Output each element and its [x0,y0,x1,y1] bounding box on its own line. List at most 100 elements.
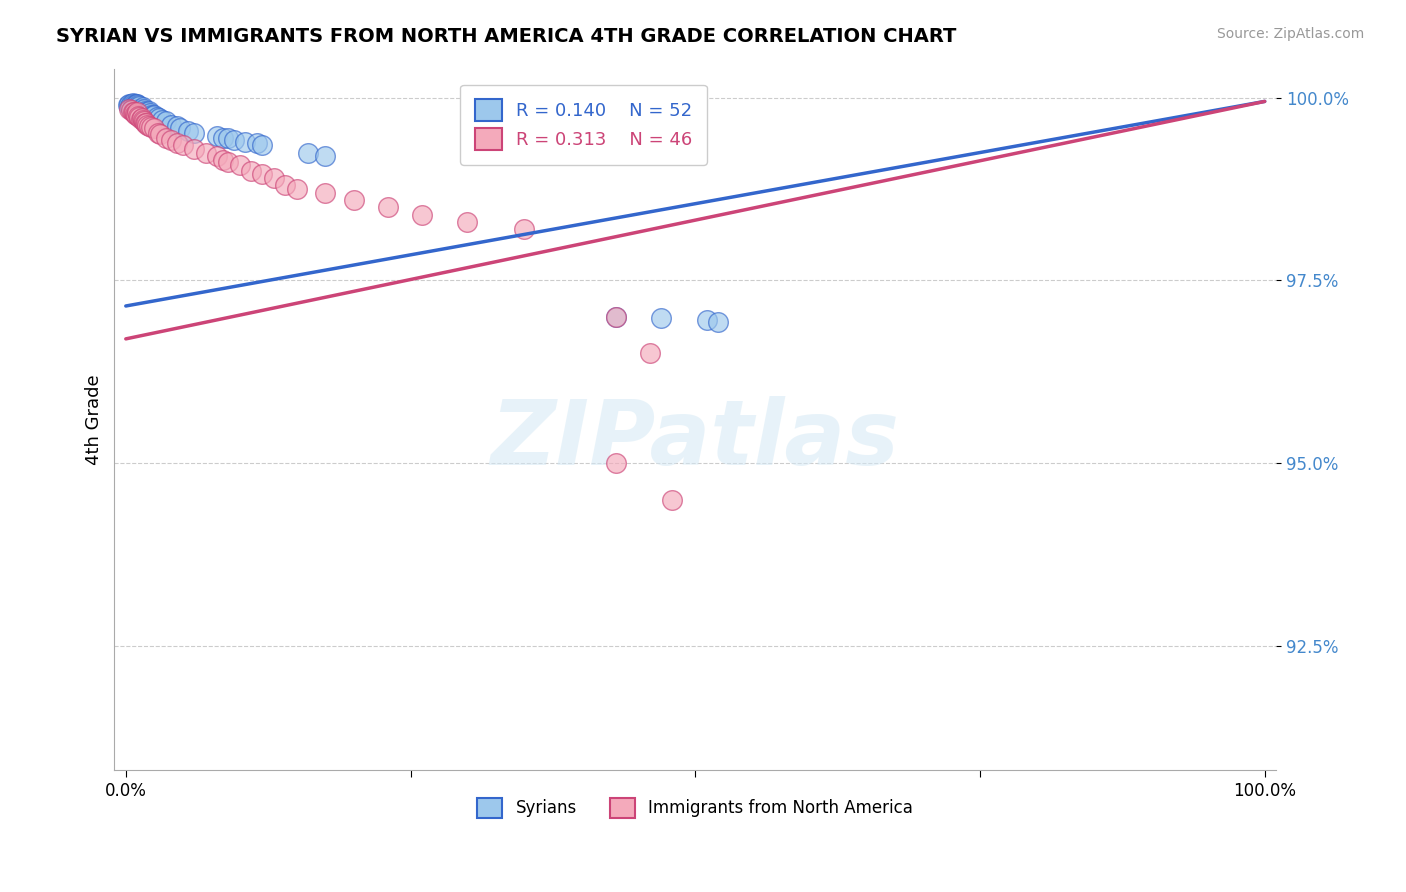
Point [166,120,188,134]
Point [132,112,155,127]
Point [169,121,191,136]
Point [134,115,156,129]
Point [160,133,183,147]
Point [155,114,177,128]
Point [143,121,166,136]
Point [129,102,152,116]
Point [377,200,399,214]
Point [127,96,149,111]
Point [205,149,228,163]
Point [211,153,233,167]
Point [135,105,157,120]
Text: Source: ZipAtlas.com: Source: ZipAtlas.com [1216,27,1364,41]
Point [118,96,141,111]
Point [122,105,145,120]
Point [124,103,146,117]
Point [235,135,257,149]
Point [513,222,536,236]
Point [128,111,150,125]
Point [217,155,239,169]
Point [117,98,139,112]
Point [131,112,153,126]
Point [155,131,177,145]
Point [127,109,149,123]
Point [127,103,149,117]
Point [166,136,188,150]
Point [122,96,145,111]
Point [605,310,627,324]
Point [707,315,730,329]
Point [138,103,160,118]
Point [138,106,160,120]
Point [246,136,269,150]
Text: ZIPatlas: ZIPatlas [491,396,900,484]
Point [222,133,245,147]
Point [121,95,143,110]
Point [138,119,160,133]
Point [342,193,364,207]
Point [205,128,228,143]
Point [145,111,167,125]
Point [135,116,157,130]
Point [228,158,250,172]
Point [183,126,205,140]
Point [605,310,627,324]
Point [132,103,155,117]
Point [125,102,148,116]
Point [127,99,149,113]
Point [240,164,263,178]
Point [122,101,145,115]
Point [274,178,297,193]
Point [638,346,661,360]
Point [129,112,152,126]
Point [134,103,156,118]
Point [217,131,239,145]
Point [183,142,205,156]
Point [125,108,148,122]
Point [285,182,308,196]
Point [118,102,141,116]
Point [314,186,336,200]
Point [124,107,146,121]
Point [177,123,200,137]
Point [661,492,683,507]
Point [121,99,143,113]
Point [136,107,159,121]
Point [141,109,163,123]
Point [120,99,142,113]
Point [411,208,433,222]
Point [121,105,143,120]
Point [127,103,149,118]
Text: SYRIAN VS IMMIGRANTS FROM NORTH AMERICA 4TH GRADE CORRELATION CHART: SYRIAN VS IMMIGRANTS FROM NORTH AMERICA … [56,27,956,45]
Point [150,112,173,127]
Point [650,311,672,326]
Point [297,145,319,160]
Point [132,100,155,114]
Point [148,112,170,126]
Point [456,215,478,229]
Point [143,108,166,122]
Point [127,98,149,112]
Legend: Syrians, Immigrants from North America: Syrians, Immigrants from North America [471,791,920,825]
Point [211,131,233,145]
Point [139,120,162,134]
Point [314,149,336,163]
Point [121,97,143,112]
Point [136,118,159,132]
Y-axis label: 4th Grade: 4th Grade [86,374,103,465]
Point [160,118,183,132]
Point [252,138,274,153]
Point [172,138,194,153]
Point [139,107,162,121]
Point [146,126,169,140]
Point [125,97,148,112]
Point [696,313,718,327]
Point [131,103,153,118]
Point [124,98,146,112]
Point [252,168,274,182]
Point [605,456,627,470]
Point [194,145,217,160]
Point [121,103,143,118]
Point [149,128,172,142]
Point [132,114,155,128]
